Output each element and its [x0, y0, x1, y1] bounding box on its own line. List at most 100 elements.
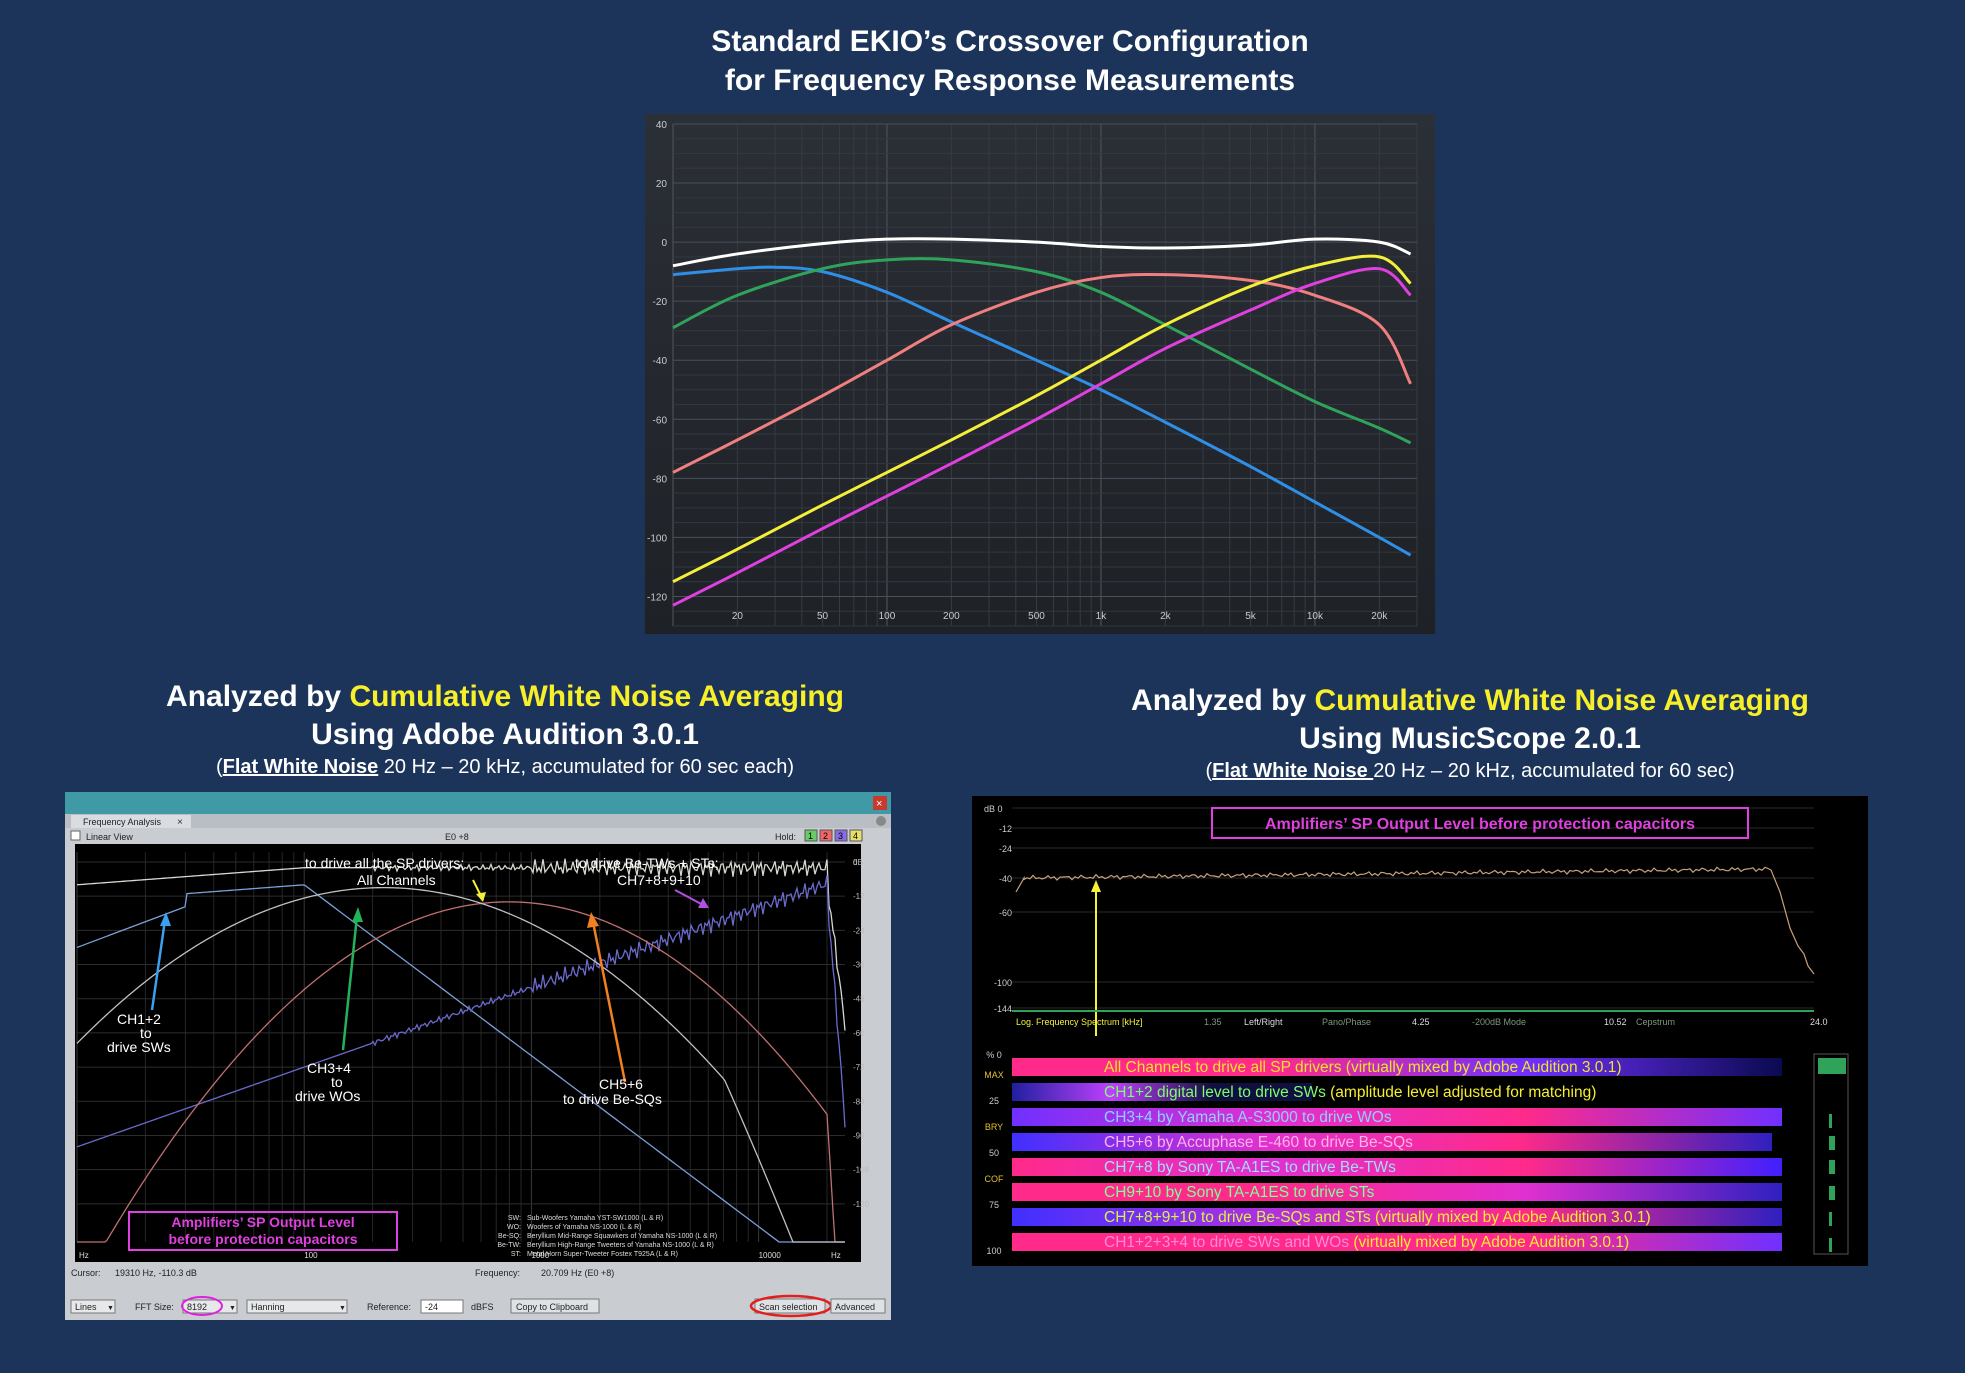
annotation-ch34-line3: drive WOs: [295, 1088, 360, 1104]
db-tick-label: -36: [853, 961, 865, 970]
plot-grid: [76, 852, 845, 1242]
measured-curve: [76, 875, 846, 1148]
close-button[interactable]: [873, 796, 887, 810]
annotation-tw-line1: to drive Be-TWs + STs;: [575, 855, 719, 871]
x-tick-label: 2k: [1160, 611, 1172, 622]
level-percent-label: COF: [985, 1174, 1005, 1184]
chevron-down-icon: ▼: [107, 1305, 114, 1312]
scope-db-labels: dB 0 -12 -24 -40 -60 -100 -144: [984, 804, 1012, 1014]
dbfs-label: dBFS: [471, 1302, 494, 1312]
left-note-rest: 20 Hz – 20 kHz, accumulated for 60 sec e…: [378, 756, 794, 778]
scope-axis-label: -200dB Mode: [1472, 1017, 1526, 1027]
db-tick-labels: dB0 -12 -24 -36 -48 -60 -72 -84 -96 -108 -120: [853, 858, 870, 1209]
level-bar-label-main: All Channels to drive all SP drivers: [1104, 1059, 1342, 1076]
legend-text: Beryllium High-Range Tweeters of Yamaha …: [527, 1242, 714, 1249]
level-bar-label: CH3+4 by Yamaha A-S3000 to drive WOs: [1104, 1109, 1392, 1126]
lines-select[interactable]: [70, 1299, 116, 1314]
level-percent-label: MAX: [984, 1070, 1004, 1080]
adobe-audition-window: × Frequency Analysis × Linear View E0 +8…: [65, 792, 891, 1320]
left-note: (Flat White Noise 20 Hz – 20 kHz, accumu…: [60, 754, 950, 780]
level-bar-label: CH9+10 by Sony TA-A1ES to drive STs: [1104, 1184, 1375, 1201]
scope-grid: [1012, 807, 1814, 1009]
right-heading-prefix: Analyzed by: [1131, 684, 1307, 717]
x-tick-label: 100: [879, 611, 896, 622]
lines-select-value: Lines: [75, 1302, 97, 1312]
level-percent-label: 25: [989, 1096, 999, 1106]
meter-column: [1813, 1053, 1849, 1255]
level-bars: All Channels to drive all SP drivers (vi…: [1012, 1058, 1782, 1251]
scan-selection-button[interactable]: [754, 1298, 826, 1314]
right-heading: Analyzed by Cumulative White Noise Avera…: [1000, 682, 1940, 784]
db-tick-label: -108: [853, 1166, 870, 1175]
level-bar-label-main: CH3+4 by Yamaha A-S3000 to drive WOs: [1104, 1109, 1392, 1126]
tab-close-icon[interactable]: ×: [177, 817, 183, 828]
advanced-button[interactable]: [830, 1298, 886, 1314]
chart-background: [645, 114, 1435, 634]
copy-to-clipboard-button[interactable]: [510, 1298, 600, 1314]
scope-axis-label: 1.35: [1204, 1017, 1222, 1027]
linear-view-checkbox[interactable]: [70, 830, 81, 841]
y-tick-labels: 40 20 0 -20 -40 -60 -80 -100 -120: [647, 120, 667, 603]
linear-view-label: Linear View: [86, 832, 133, 842]
center-label: E0 +8: [445, 832, 469, 842]
db-tick-label: 0: [853, 858, 858, 867]
hold-label: Hold:: [775, 832, 796, 842]
left-heading-line2: Using Adobe Audition 3.0.1: [311, 718, 699, 751]
annotation-ch34-line1: CH3+4: [307, 1060, 351, 1076]
right-heading-line2: Using MusicScope 2.0.1: [1299, 722, 1641, 755]
db-tick-label: -60: [853, 1029, 865, 1038]
reference-input[interactable]: [420, 1299, 464, 1314]
level-bar: [1012, 1058, 1782, 1076]
legend-text: Metal Horn Super-Tweeter Fostex T925A (L…: [527, 1251, 678, 1258]
scope-axis-label: 10.52: [1604, 1017, 1627, 1027]
window-select[interactable]: [246, 1299, 348, 1314]
measured-curve: [76, 884, 845, 1243]
level-bar-label-extra: (virtually mixed by Adobe Audition 3.0.1…: [1371, 1209, 1651, 1226]
legend-abbr: WO:: [507, 1224, 521, 1231]
tab-frequency-analysis[interactable]: [71, 815, 191, 828]
x-tick-labels: 20 50 100 200 500 1k 2k 5k 10k 20k: [732, 611, 1389, 622]
x-tick-label: 50: [817, 611, 829, 622]
meter-cell: [1818, 1058, 1846, 1074]
right-note-link: Flat White Noise: [1212, 760, 1374, 782]
level-bar-label-main: CH5+6 by Accuphase E-460 to drive Be-SQs: [1104, 1134, 1413, 1151]
meter-frame: [1813, 1053, 1849, 1255]
measured-curves: [76, 858, 846, 1243]
panel-menu-icon[interactable]: [876, 816, 886, 826]
hold-button[interactable]: [834, 829, 848, 842]
arrow-tw: [674, 889, 706, 907]
hold-button[interactable]: [849, 829, 863, 842]
level-bar-label-main: CH7+8+9+10 to drive Be-SQs and STs: [1104, 1209, 1371, 1226]
scope-axis-label: Cepstrum: [1636, 1017, 1675, 1027]
scope-axis-label: 24.0: [1810, 1017, 1828, 1027]
level-bar: [1012, 1158, 1782, 1176]
reference-label: Reference:: [367, 1302, 411, 1312]
y-tick-label: -100: [647, 533, 667, 544]
scope-db-label: -60: [999, 908, 1012, 918]
scan-selection-label: Scan selection: [759, 1302, 818, 1312]
x-tick-label: 500: [1028, 611, 1045, 622]
arrow-ch56: [591, 921, 627, 1083]
scope-arrow-head: [1091, 880, 1101, 892]
right-note: (Flat White Noise 20 Hz – 20 kHz, accumu…: [1000, 758, 1940, 784]
arrow-ch34: [341, 915, 359, 1051]
db-tick-label: -72: [853, 1063, 865, 1072]
y-tick-label: 40: [656, 120, 668, 131]
left-note-open: (: [215, 756, 223, 778]
arrow-ch34-head: [352, 907, 363, 922]
hold-button[interactable]: [804, 829, 818, 842]
level-percent-label: 75: [989, 1200, 999, 1210]
level-bar-label: CH1+2+3+4 to drive SWs and WOs (virtuall…: [1104, 1234, 1629, 1251]
level-percent-labels: % 0 MAX 25 BRY 50 COF 75 100: [984, 1050, 1004, 1256]
annotation-ch12-line1: CH1+2: [117, 1011, 161, 1027]
left-note-link: Flat White Noise: [222, 756, 379, 778]
level-bar-label: CH5+6 by Accuphase E-460 to drive Be-SQs: [1104, 1134, 1413, 1151]
meter-cell: [1829, 1114, 1832, 1128]
hold-button[interactable]: [819, 829, 833, 842]
level-bar-label-main: CH9+10 by Sony TA-A1ES to drive STs: [1104, 1184, 1375, 1201]
level-percent-label: 50: [989, 1148, 999, 1158]
level-bar-label-extra: (amplitude level adjusted for matching): [1326, 1084, 1597, 1101]
annotation-all-line2: All Channels: [357, 872, 436, 888]
measured-curve: [76, 858, 846, 1031]
